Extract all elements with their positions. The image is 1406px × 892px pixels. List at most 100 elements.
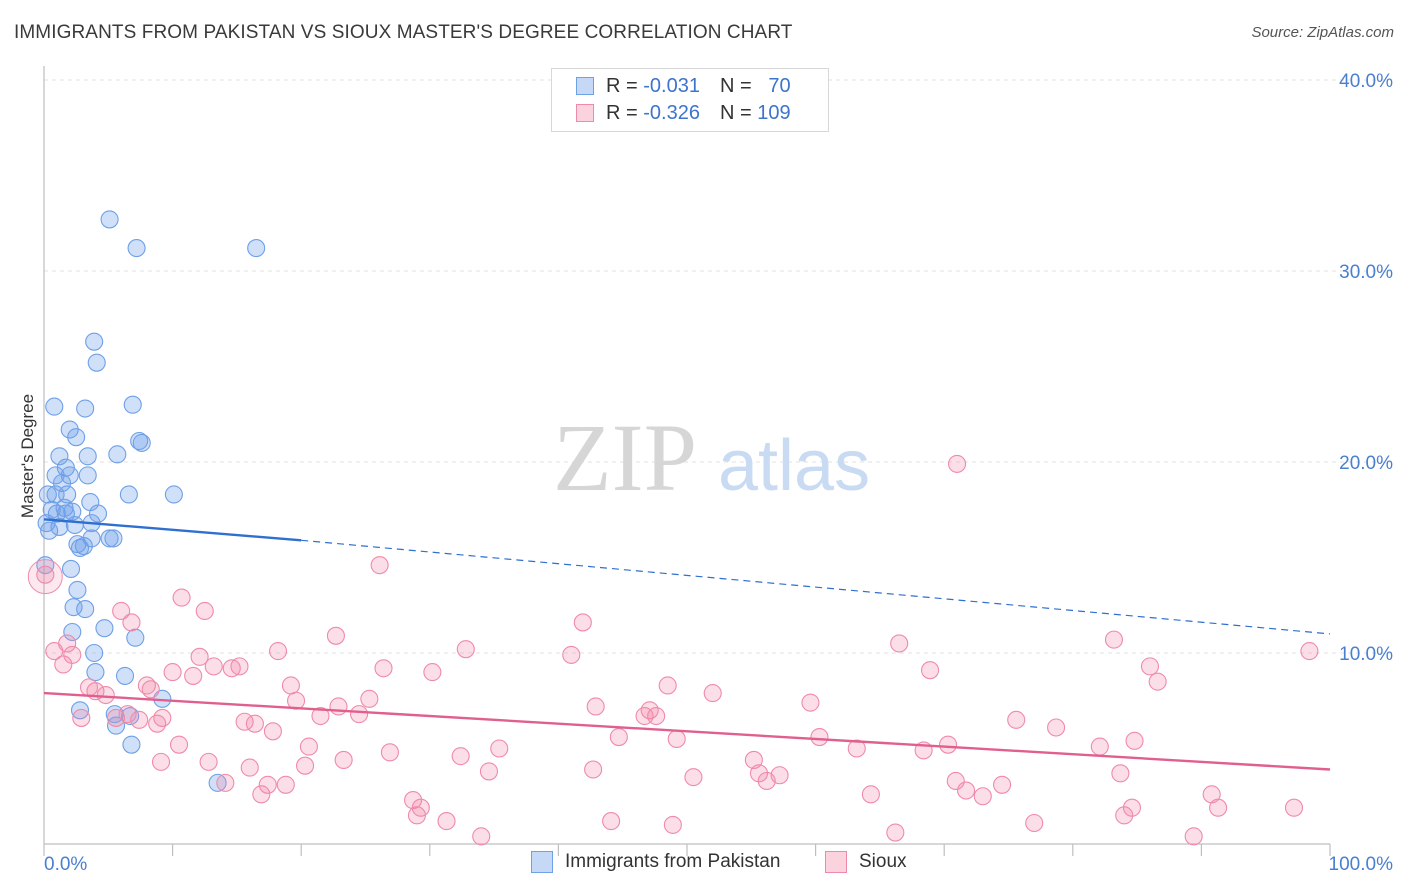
- data-point: [586, 697, 605, 716]
- data-point-large: [27, 559, 63, 595]
- data-point: [204, 657, 223, 676]
- data-point: [1140, 657, 1160, 676]
- data-point: [85, 643, 104, 663]
- data-point: [1148, 672, 1167, 691]
- axes: [43, 66, 1331, 856]
- data-point: [118, 705, 137, 724]
- trend-line-pakistan: [43, 518, 302, 542]
- data-point: [45, 397, 64, 416]
- data-point: [123, 395, 142, 414]
- data-point: [245, 714, 264, 733]
- data-point: [112, 601, 131, 621]
- data-point: [957, 781, 976, 800]
- y-tick-label: 10.0%: [1339, 644, 1393, 665]
- data-point: [299, 737, 318, 756]
- data-point: [948, 454, 967, 473]
- data-point: [423, 663, 442, 682]
- legend-swatch-pakistan: [576, 77, 594, 95]
- data-point: [326, 626, 345, 645]
- legend-swatch-sioux: [576, 104, 594, 122]
- y-tick-label: 20.0%: [1339, 453, 1393, 474]
- data-point: [801, 693, 820, 712]
- data-point: [658, 676, 677, 695]
- data-point: [119, 485, 138, 504]
- data-point: [1122, 798, 1142, 817]
- data-point: [1300, 642, 1319, 661]
- data-point: [472, 827, 491, 846]
- data-point: [921, 661, 940, 680]
- data-point: [222, 659, 241, 678]
- data-point: [490, 739, 509, 758]
- data-point: [169, 735, 189, 754]
- data-point: [52, 473, 72, 493]
- data-point: [65, 515, 84, 535]
- data-point: [108, 445, 127, 464]
- data-point: [122, 613, 141, 632]
- data-point: [86, 663, 105, 682]
- data-point: [76, 600, 95, 619]
- data-point: [374, 659, 393, 678]
- data-point: [258, 775, 277, 794]
- legend-r-label: R =: [606, 74, 638, 97]
- bottom-legend-label-sioux: Sioux: [859, 851, 907, 872]
- x-tick-label: 0.0%: [44, 854, 87, 875]
- data-point: [1184, 827, 1203, 846]
- data-point: [269, 642, 288, 661]
- data-point: [126, 628, 145, 647]
- bottom-legend-label-pakistan: Immigrants from Pakistan: [565, 851, 781, 872]
- chart-title: IMMIGRANTS FROM PAKISTAN VS SIOUX MASTER…: [14, 22, 793, 43]
- data-point: [195, 601, 214, 621]
- data-point: [886, 823, 905, 842]
- data-point: [647, 706, 666, 726]
- data-point: [88, 504, 108, 523]
- data-point: [64, 598, 83, 617]
- watermark-zip: ZIP: [553, 404, 697, 511]
- data-point: [58, 485, 77, 504]
- data-point: [70, 538, 90, 558]
- data-point: [1104, 630, 1124, 649]
- data-point: [132, 433, 151, 452]
- legend-r-value-pakistan: -0.031: [643, 74, 700, 97]
- data-point: [263, 722, 282, 741]
- stats-legend: R = -0.031 N = 70 R = -0.326 N = 109: [551, 68, 829, 132]
- legend-r-label: R =: [606, 101, 638, 124]
- gridlines: [44, 79, 1394, 654]
- data-point: [247, 239, 266, 258]
- data-point: [370, 556, 389, 575]
- data-point: [847, 739, 866, 758]
- data-point: [130, 710, 149, 729]
- data-point: [85, 332, 104, 351]
- data-point: [276, 775, 295, 794]
- data-point: [40, 521, 59, 540]
- data-point: [68, 580, 87, 600]
- data-point: [1284, 798, 1304, 817]
- data-point: [95, 619, 114, 638]
- data-point: [148, 714, 167, 733]
- data-point: [684, 768, 703, 787]
- data-point: [663, 815, 682, 834]
- data-point: [749, 764, 769, 783]
- legend-r-value-sioux: -0.326: [643, 101, 700, 124]
- data-point: [87, 353, 106, 372]
- data-point: [190, 647, 209, 666]
- data-point: [993, 775, 1012, 794]
- data-point: [208, 773, 227, 792]
- bottom-legend-swatch-pakistan: [531, 851, 553, 873]
- data-point: [216, 773, 235, 792]
- data-point: [456, 640, 475, 659]
- y-tick-label: 40.0%: [1339, 71, 1393, 92]
- data-point: [1090, 737, 1109, 756]
- data-point: [153, 708, 172, 727]
- data-point: [1025, 813, 1044, 833]
- data-point: [63, 502, 82, 521]
- data-point: [70, 701, 90, 720]
- data-point: [106, 708, 126, 727]
- data-point: [54, 655, 73, 674]
- legend-row-pakistan: R = -0.031 N = 70: [576, 74, 791, 98]
- data-point: [744, 750, 763, 770]
- data-point: [78, 447, 97, 466]
- data-point: [199, 752, 218, 771]
- data-point: [939, 735, 958, 754]
- data-point: [350, 705, 369, 724]
